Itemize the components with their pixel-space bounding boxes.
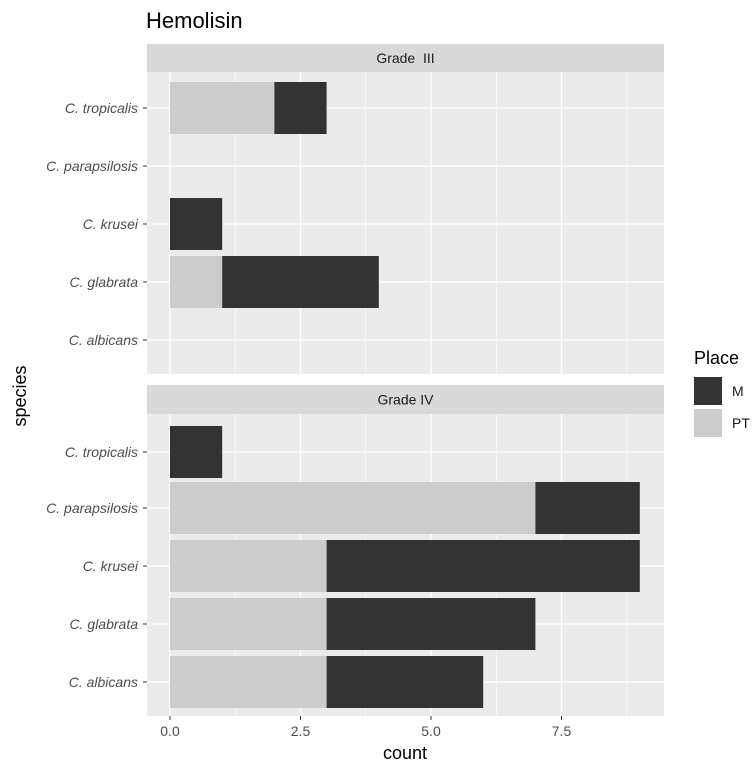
x-axis-title: count [383,743,427,762]
bar-m [222,256,379,308]
y-tick-label: C. parapsilosis [46,158,138,174]
y-tick-label: C. albicans [69,674,138,690]
facet-strip [147,385,664,414]
bar-pt [170,598,327,650]
bar-m [535,482,640,534]
bar-pt [170,656,327,708]
legend-title: Place [694,348,740,368]
legend-item-pt: PT [694,407,750,439]
bar-m [274,82,327,134]
bar-pt [170,482,536,534]
legend-key-m [694,377,722,405]
x-tick-label: 5.0 [421,723,441,739]
bar-m [170,426,223,478]
legend-label-pt: PT [732,415,750,431]
bar-m [326,598,536,650]
y-tick-label: C. tropicalis [65,100,138,116]
facet-strip-label: Grade III [376,50,434,66]
bar-pt [170,82,275,134]
legend: Place M PT [694,348,750,439]
facet-panel-2: Grade IV C. tropicalis C. parapsilosis C. k… [46,385,664,716]
facet-panel-1: Grade III C. tropicalis C. parapsilosis C. … [46,44,664,374]
chart-title: Hemolisin [146,8,243,33]
y-tick-label: C. krusei [83,216,139,232]
y-tick-label: C. glabrata [70,616,139,632]
x-axis: 0.0 2.5 5.0 7.5 [160,716,571,739]
legend-item-m: M [694,375,750,407]
y-tick-label: C. parapsilosis [46,500,138,516]
bar-m [170,198,223,250]
bar-m [326,540,640,592]
facet-strip [147,44,664,72]
bar-pt [170,540,327,592]
bar-pt [170,256,223,308]
legend-key-pt [694,409,722,437]
y-axis-title: species [10,365,30,426]
legend-label-m: M [732,383,744,399]
y-tick-label: C. albicans [69,332,138,348]
x-tick-label: 0.0 [160,723,180,739]
bar-m [326,656,484,708]
y-tick-label: C. tropicalis [65,444,138,460]
y-tick-label: C. glabrata [70,274,139,290]
y-tick-label: C. krusei [83,558,139,574]
x-tick-label: 7.5 [552,723,572,739]
facet-strip-label: Grade IV [377,392,434,408]
x-tick-label: 2.5 [291,723,311,739]
